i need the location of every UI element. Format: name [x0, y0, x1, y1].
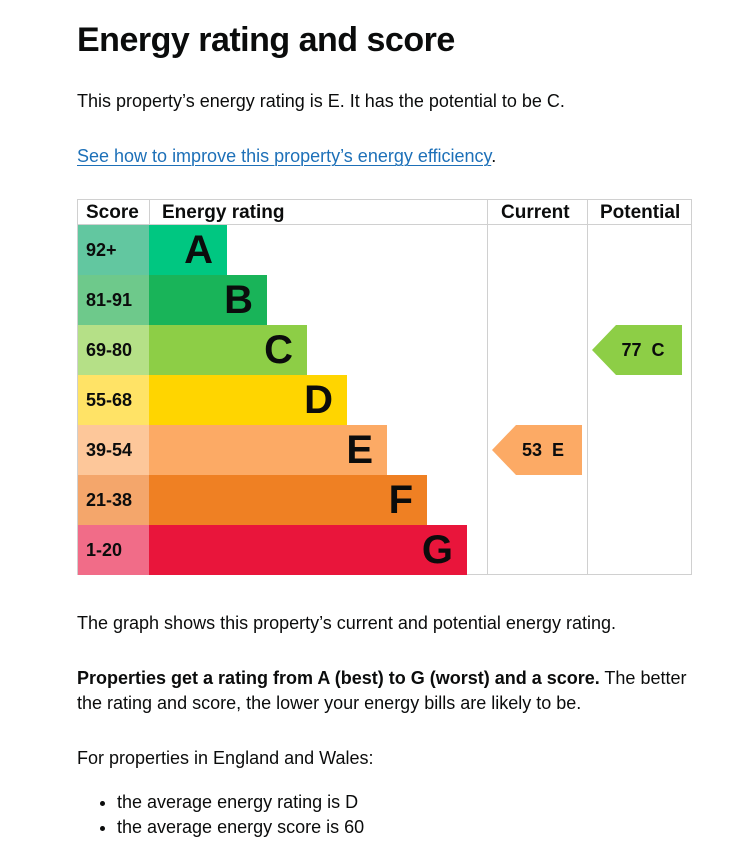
current-rating-label: 53 E: [521, 440, 565, 460]
column-divider: [587, 200, 588, 574]
rating-explanation: Properties get a rating from A (best) to…: [77, 666, 692, 716]
column-divider: [149, 200, 150, 225]
rating-letter: G: [421, 528, 453, 572]
header-potential: Potential: [600, 202, 681, 223]
current-rating-arrow: 53 E: [492, 425, 582, 475]
rating-summary: This property’s energy rating is E. It h…: [77, 91, 565, 111]
header-divider: [78, 224, 691, 225]
score-range: 55-68: [78, 375, 149, 425]
average-rating-item: the average energy rating is D: [117, 790, 364, 815]
england-wales-intro: For properties in England and Wales:: [77, 748, 374, 768]
rating-bar-e: E: [149, 425, 387, 475]
energy-rating-chart: Score Energy rating Current Potential 92…: [77, 199, 692, 575]
rating-row-f: 21-38 F: [78, 475, 487, 525]
score-range: 69-80: [78, 325, 149, 375]
column-divider: [487, 200, 488, 574]
rating-letter: D: [304, 378, 333, 422]
potential-rating-label: 77 C: [621, 340, 665, 360]
link-suffix: .: [491, 146, 497, 166]
rating-row-e: 39-54 E: [78, 425, 487, 475]
rating-bar-d: D: [149, 375, 347, 425]
score-range: 21-38: [78, 475, 149, 525]
potential-rating-arrow: 77 C: [592, 325, 682, 375]
rating-bar-b: B: [149, 275, 267, 325]
rating-letter: B: [224, 278, 253, 322]
improve-paragraph: See how to improve this property’s energ…: [77, 144, 496, 169]
rating-explanation-bold: Properties get a rating from A (best) to…: [77, 668, 600, 688]
rating-letter: E: [346, 428, 373, 472]
score-range: 92+: [78, 225, 149, 275]
improve-efficiency-link[interactable]: See how to improve this property’s energ…: [77, 146, 492, 166]
rating-bar-c: C: [149, 325, 307, 375]
average-score-item: the average energy score is 60: [117, 815, 364, 840]
rating-bar-a: A: [149, 225, 227, 275]
page-title: Energy rating and score: [77, 21, 455, 59]
rating-row-d: 55-68 D: [78, 375, 487, 425]
rating-row-c: 69-80 C: [78, 325, 487, 375]
rating-letter: C: [264, 328, 293, 372]
score-range: 39-54: [78, 425, 149, 475]
rating-row-b: 81-91 B: [78, 275, 487, 325]
rating-bar-f: F: [149, 475, 427, 525]
averages-list: the average energy rating is D the avera…: [77, 790, 364, 840]
rating-letter: F: [388, 478, 413, 522]
rating-explanation-rest: The better the rating and score, the low…: [77, 668, 687, 713]
score-range: 1-20: [78, 525, 149, 575]
rating-row-a: 92+ A: [78, 225, 487, 275]
rating-letter: A: [184, 228, 213, 272]
rating-row-g: 1-20 G: [78, 525, 487, 575]
header-current: Current: [501, 202, 570, 223]
header-energy-rating: Energy rating: [162, 202, 285, 223]
graph-note: The graph shows this property’s current …: [77, 613, 616, 633]
header-score: Score: [86, 202, 139, 223]
score-range: 81-91: [78, 275, 149, 325]
rating-bar-g: G: [149, 525, 467, 575]
